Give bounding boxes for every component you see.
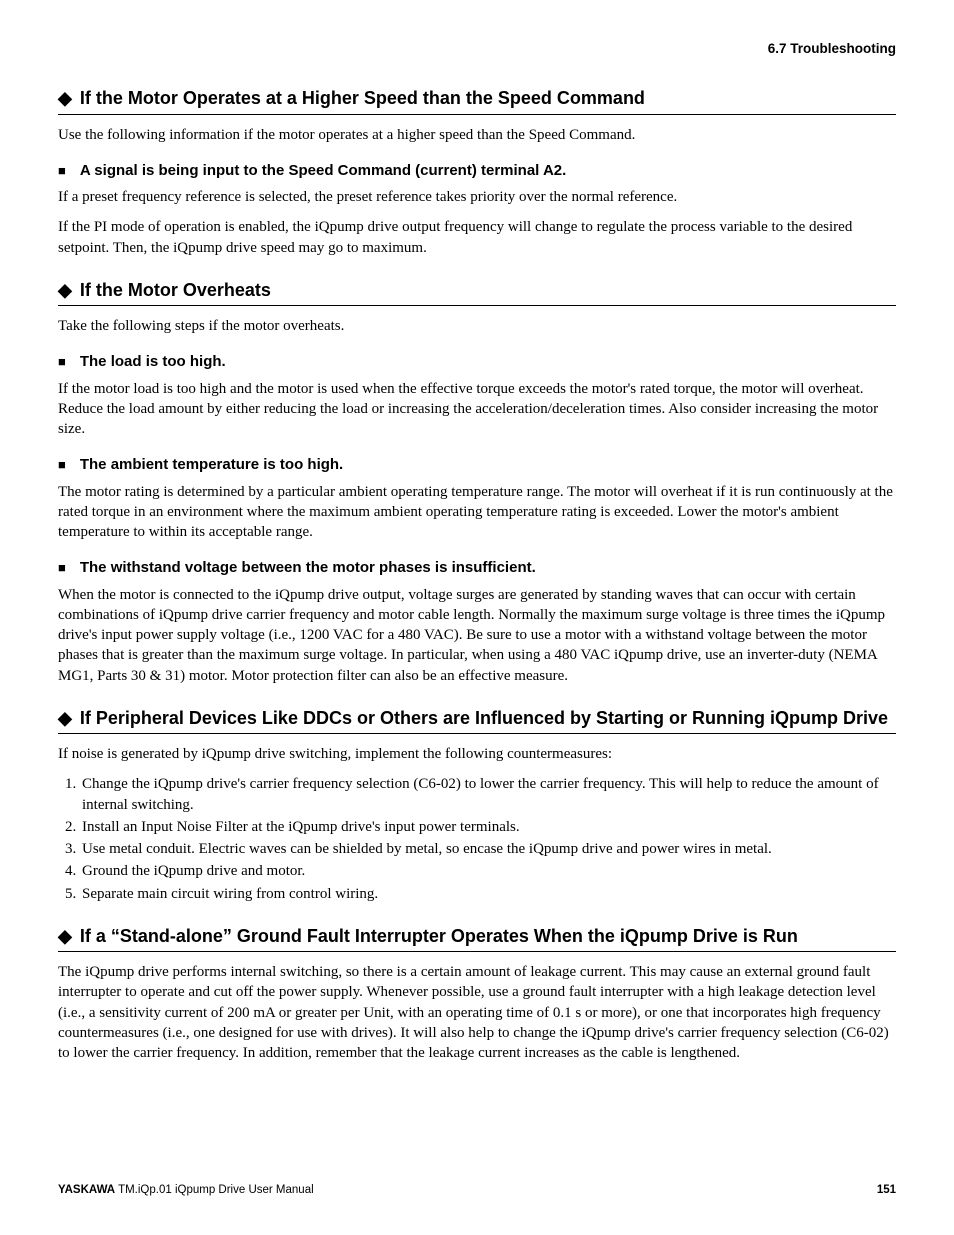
footer-brand: YASKAWA bbox=[58, 1184, 115, 1196]
body-text: If a preset frequency reference is selec… bbox=[58, 187, 896, 207]
subsection-heading-text: The withstand voltage between the motor … bbox=[80, 558, 536, 578]
square-icon: ■ bbox=[58, 456, 66, 474]
subsection-heading: ■ A signal is being input to the Speed C… bbox=[58, 161, 896, 181]
section-heading-1-text: If the Motor Operates at a Higher Speed … bbox=[80, 86, 645, 110]
list-item: Change the iQpump drive's carrier freque… bbox=[80, 774, 896, 815]
section-heading-4-text: If a “Stand-alone” Ground Fault Interrup… bbox=[80, 924, 798, 948]
list-item: Separate main circuit wiring from contro… bbox=[80, 884, 896, 904]
diamond-icon: ◆ bbox=[58, 924, 72, 948]
subsection-heading-text: A signal is being input to the Speed Com… bbox=[80, 161, 566, 181]
countermeasures-list: Change the iQpump drive's carrier freque… bbox=[58, 774, 896, 904]
body-text: Use the following information if the mot… bbox=[58, 125, 896, 145]
section-heading-3: ◆ If Peripheral Devices Like DDCs or Oth… bbox=[58, 706, 896, 734]
diamond-icon: ◆ bbox=[58, 86, 72, 110]
diamond-icon: ◆ bbox=[58, 278, 72, 302]
subsection-heading: ■ The load is too high. bbox=[58, 352, 896, 372]
body-text: If noise is generated by iQpump drive sw… bbox=[58, 744, 896, 764]
square-icon: ■ bbox=[58, 353, 66, 371]
page-footer: YASKAWA TM.iQp.01 iQpump Drive User Manu… bbox=[58, 1183, 896, 1199]
footer-page-number: 151 bbox=[877, 1183, 896, 1199]
subsection-heading: ■ The ambient temperature is too high. bbox=[58, 455, 896, 475]
footer-left: YASKAWA TM.iQp.01 iQpump Drive User Manu… bbox=[58, 1183, 314, 1199]
section-heading-2: ◆ If the Motor Overheats bbox=[58, 278, 896, 306]
body-text: If the PI mode of operation is enabled, … bbox=[58, 217, 896, 258]
list-item: Use metal conduit. Electric waves can be… bbox=[80, 839, 896, 859]
body-text: Take the following steps if the motor ov… bbox=[58, 316, 896, 336]
body-text: If the motor load is too high and the mo… bbox=[58, 379, 896, 440]
body-text: The motor rating is determined by a part… bbox=[58, 482, 896, 543]
body-text: The iQpump drive performs internal switc… bbox=[58, 962, 896, 1063]
subsection-heading-text: The load is too high. bbox=[80, 352, 226, 372]
square-icon: ■ bbox=[58, 162, 66, 180]
list-item: Ground the iQpump drive and motor. bbox=[80, 861, 896, 881]
page-header: 6.7 Troubleshooting bbox=[58, 40, 896, 58]
square-icon: ■ bbox=[58, 559, 66, 577]
diamond-icon: ◆ bbox=[58, 706, 72, 730]
footer-doc: TM.iQp.01 iQpump Drive User Manual bbox=[115, 1184, 314, 1196]
section-heading-4: ◆ If a “Stand-alone” Ground Fault Interr… bbox=[58, 924, 896, 952]
section-heading-3-text: If Peripheral Devices Like DDCs or Other… bbox=[80, 706, 888, 730]
section-heading-2-text: If the Motor Overheats bbox=[80, 278, 271, 302]
list-item: Install an Input Noise Filter at the iQp… bbox=[80, 817, 896, 837]
subsection-heading-text: The ambient temperature is too high. bbox=[80, 455, 343, 475]
subsection-heading: ■ The withstand voltage between the moto… bbox=[58, 558, 896, 578]
body-text: When the motor is connected to the iQpum… bbox=[58, 585, 896, 686]
section-heading-1: ◆ If the Motor Operates at a Higher Spee… bbox=[58, 86, 896, 114]
